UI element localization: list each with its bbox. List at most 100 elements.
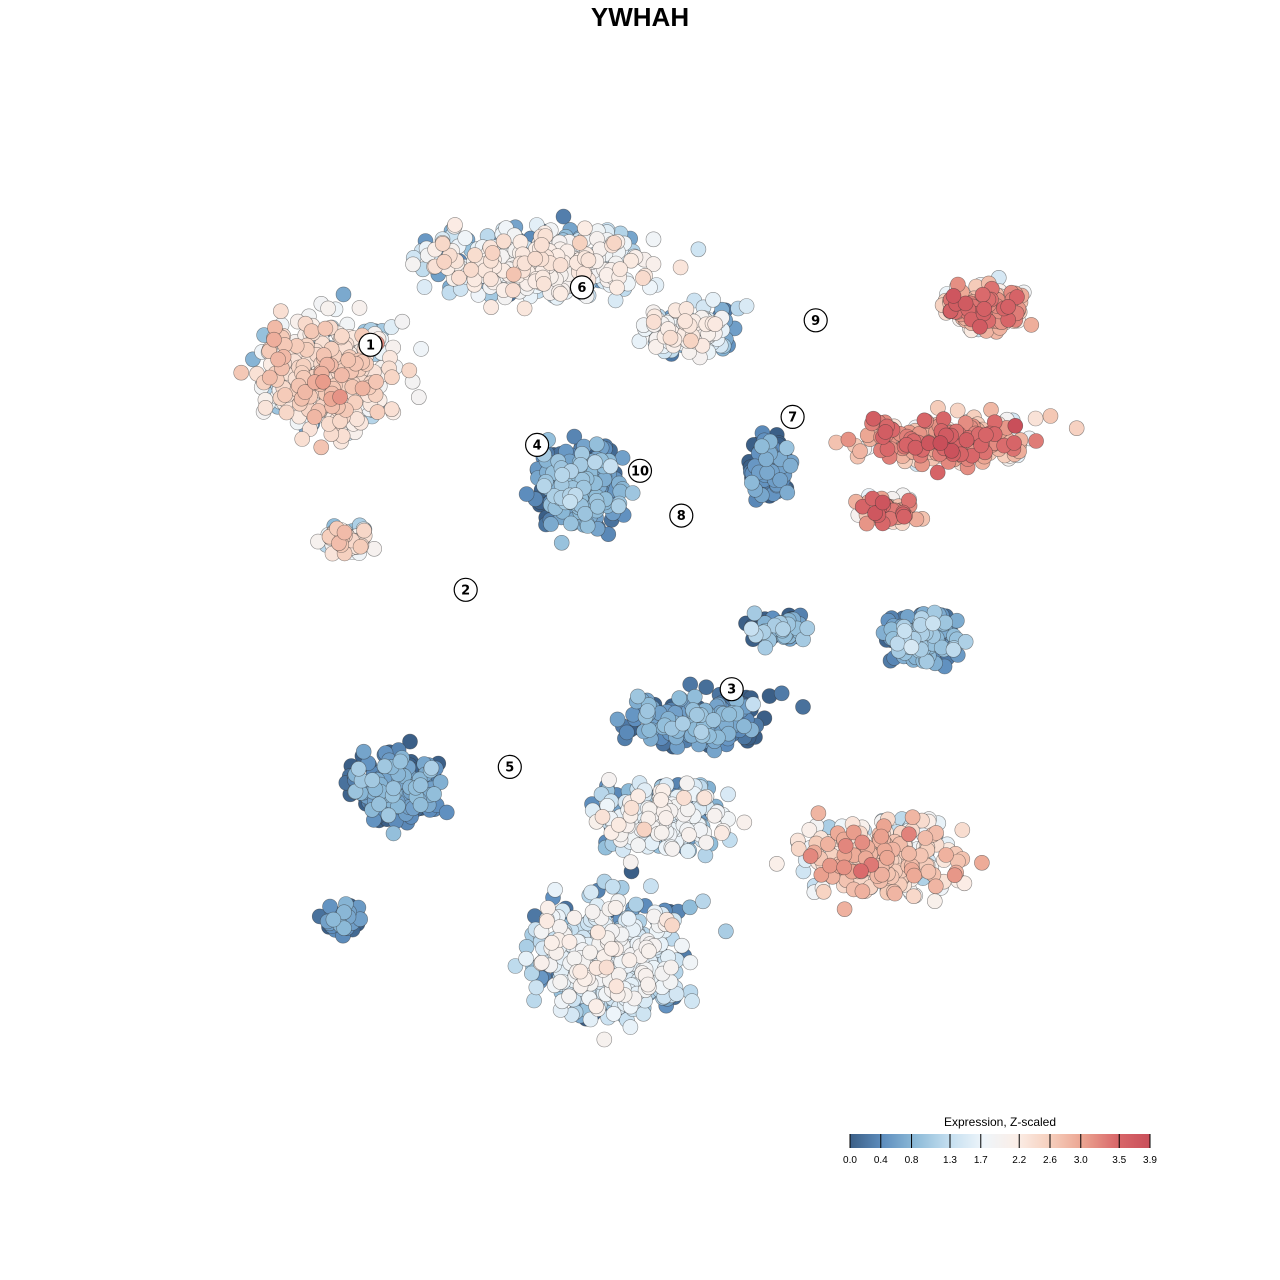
cell-point	[621, 952, 638, 969]
cell-point	[972, 318, 988, 335]
cell-point	[705, 291, 721, 308]
svg-text:7: 7	[788, 410, 797, 425]
cell-point	[653, 792, 669, 808]
cell-point	[779, 484, 796, 501]
cell-point	[1023, 317, 1040, 333]
cell-point	[553, 534, 570, 551]
cell-point	[620, 910, 637, 927]
cell-point	[672, 259, 689, 276]
cell-point	[589, 498, 606, 515]
cell-point	[887, 885, 903, 902]
cell-point	[602, 458, 619, 475]
cell-point	[270, 351, 286, 368]
cell-point	[432, 774, 449, 791]
cell-point	[392, 753, 409, 770]
cell-point	[768, 855, 785, 872]
cell-point	[609, 279, 625, 296]
cluster-label-5: 5	[497, 754, 522, 780]
cell-point	[901, 845, 917, 862]
svg-text:5: 5	[505, 760, 514, 775]
cell-point	[759, 464, 776, 481]
cell-point	[736, 814, 753, 831]
cluster-label-6: 6	[569, 275, 595, 300]
cell-point	[257, 399, 274, 416]
cell-point	[1068, 420, 1085, 437]
cell-point	[743, 474, 760, 491]
cell-point	[588, 436, 605, 453]
cell-point	[920, 863, 937, 880]
cell-point	[354, 380, 371, 397]
cell-point	[837, 838, 854, 854]
cell-point	[639, 703, 656, 719]
cell-point	[368, 373, 384, 390]
cell-point	[527, 250, 544, 267]
cell-point	[587, 454, 603, 471]
cell-point	[518, 950, 534, 967]
cell-point	[738, 298, 755, 314]
cell-point	[583, 884, 600, 901]
cell-point	[978, 427, 994, 443]
cell-point	[901, 826, 917, 843]
cell-point	[584, 904, 601, 920]
cell-point	[795, 699, 811, 715]
cell-point	[896, 508, 912, 525]
cell-point	[516, 300, 533, 317]
cell-point	[334, 328, 350, 344]
cell-point	[877, 424, 894, 440]
cell-point	[356, 522, 372, 539]
legend-tick-label: 3.0	[1074, 1155, 1088, 1166]
cell-point	[932, 435, 949, 451]
cell-point	[320, 300, 336, 317]
cell-point	[364, 772, 381, 788]
legend-tick-label: 1.7	[974, 1155, 988, 1166]
cell-point	[683, 332, 699, 349]
cell-point	[605, 1006, 622, 1022]
legend-tick-label: 0.4	[874, 1155, 888, 1166]
cluster-label-4: 4	[524, 432, 550, 457]
legend-tick-label: 1.3	[943, 1155, 957, 1166]
cell-point	[436, 253, 453, 270]
cell-point	[563, 515, 579, 532]
cell-point	[610, 498, 627, 515]
cell-point	[566, 950, 583, 967]
cell-point	[917, 830, 934, 846]
cell-point	[974, 854, 990, 871]
cell-point	[758, 451, 774, 468]
legend-tick-label: 3.5	[1112, 1155, 1126, 1166]
cell-point	[628, 896, 644, 913]
cell-point	[745, 696, 761, 713]
cell-point	[612, 261, 628, 277]
cell-point	[929, 464, 946, 481]
cell-point	[603, 940, 620, 957]
cell-point	[335, 286, 352, 303]
cell-point	[641, 722, 658, 738]
cell-point	[272, 303, 289, 320]
cell-point	[447, 217, 463, 233]
cell-point	[528, 979, 545, 996]
svg-text:10: 10	[631, 464, 649, 479]
cluster-label-10: 10	[627, 458, 653, 483]
legend-tick-label: 0.0	[843, 1155, 857, 1166]
cell-point	[695, 893, 711, 910]
cell-point	[698, 834, 715, 851]
cell-point	[413, 341, 429, 357]
cell-point	[371, 796, 387, 813]
cell-point	[903, 639, 920, 655]
cell-point	[645, 231, 662, 248]
cell-point	[720, 786, 736, 803]
cell-point	[822, 857, 838, 874]
cell-point	[401, 362, 418, 379]
cell-point	[1028, 433, 1044, 449]
cell-point	[385, 825, 402, 842]
cell-point	[696, 790, 713, 806]
svg-text:9: 9	[811, 314, 820, 329]
cell-point	[904, 809, 921, 826]
cell-point	[604, 878, 621, 895]
cell-point	[416, 279, 433, 295]
legend-title: Expression, Z-scaled	[944, 1115, 1056, 1129]
cell-point	[533, 954, 550, 971]
cell-point	[623, 800, 640, 816]
legend-tick-label: 3.9	[1143, 1155, 1157, 1166]
cell-point	[624, 485, 641, 501]
cell-point	[601, 772, 617, 788]
